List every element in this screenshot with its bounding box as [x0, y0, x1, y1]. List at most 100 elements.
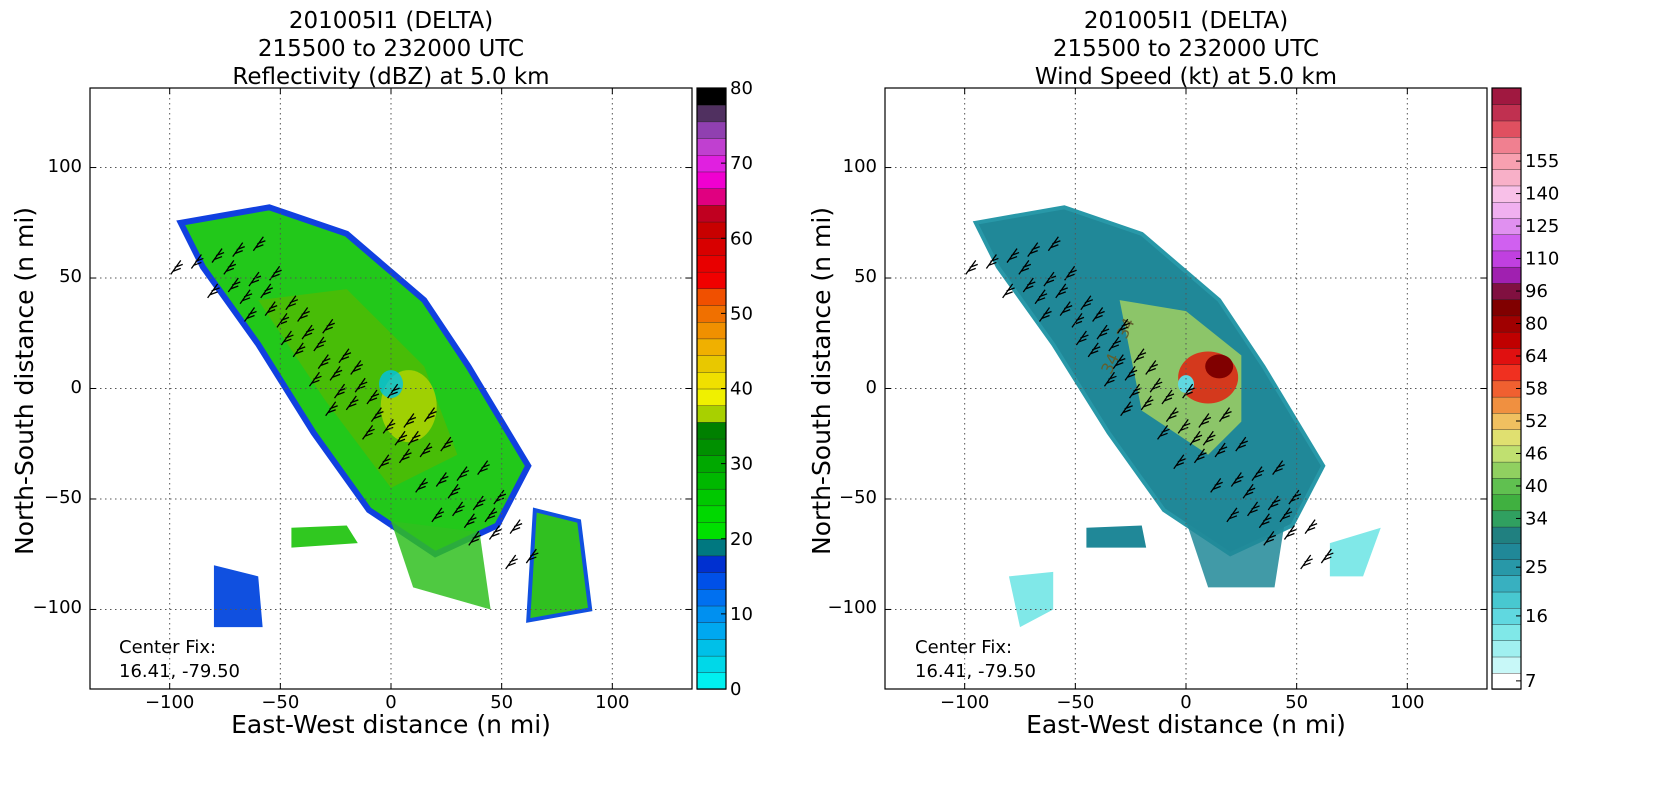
wind-barb	[260, 283, 273, 299]
chart-title: 201005I1 (DELTA) 215500 to 232000 UTC Wi…	[885, 7, 1487, 91]
colorbar: 0 10 20 30 40 50 60 70 80	[696, 78, 753, 700]
colorbar-tick-label: 0	[730, 679, 741, 700]
colorbar-level	[1491, 201, 1522, 219]
colorbar-level	[1491, 526, 1522, 544]
wind-barb	[419, 442, 433, 458]
colorbar-level	[696, 655, 727, 674]
x-tick-label: 100	[1390, 692, 1425, 713]
wind-barb	[509, 519, 523, 534]
wind-barb	[463, 513, 477, 529]
radar-field	[176, 204, 593, 628]
wind-barb	[1165, 407, 1179, 423]
colorbar-level	[1491, 136, 1522, 154]
colorbar-level	[1491, 266, 1522, 284]
wind-barb	[1193, 448, 1207, 464]
colorbar-tick-label: 80	[1525, 314, 1548, 335]
wind-barb	[447, 483, 461, 499]
colorbar-level	[696, 638, 727, 657]
wind-barb	[1251, 466, 1265, 481]
colorbar-tick-label: 52	[1525, 411, 1548, 432]
colorbar-level	[1491, 542, 1522, 560]
wind-barb	[1177, 419, 1191, 434]
colorbar-tick-label: 96	[1525, 281, 1548, 302]
colorbar-level	[696, 521, 727, 540]
wind-barb	[387, 383, 400, 399]
wind-barb	[1108, 336, 1122, 352]
y-tick-label: 0	[70, 376, 82, 398]
colorbar-level	[696, 538, 727, 557]
wind-barb	[1133, 348, 1147, 364]
rain-cell	[291, 525, 358, 548]
wind-barb	[382, 419, 396, 434]
colorbar-level	[1491, 493, 1522, 512]
x-tick-label: 0	[385, 692, 397, 713]
colorbar-level	[696, 254, 727, 273]
wind-barb	[435, 472, 449, 487]
x-tick-label: −50	[1056, 692, 1095, 713]
wind-barb	[1320, 548, 1334, 564]
reflectivity-plot: 0 10 20 30 40 50 60 70 80	[89, 78, 753, 700]
colorbar-tick-label: 10	[730, 604, 753, 625]
wind-barb	[1117, 318, 1130, 334]
wind-barb	[452, 501, 465, 517]
wind-barb	[338, 348, 352, 364]
wind-barb	[170, 259, 183, 275]
y-tick-label: −100	[827, 597, 877, 619]
wind-barb	[1145, 360, 1158, 375]
y-tick-label: 100	[47, 155, 82, 177]
wind-barb	[407, 430, 421, 446]
wind-barb	[366, 389, 380, 405]
plot-frame	[884, 87, 1488, 690]
colorbar-level	[696, 505, 727, 523]
wind-barb	[345, 395, 359, 411]
x-axis-label: East-West distance (n mi)	[1026, 710, 1346, 739]
colorbar-tick-label: 20	[730, 529, 753, 550]
colorbar-level	[1491, 104, 1522, 122]
wind-barb	[1210, 477, 1223, 493]
wind-barb	[1043, 271, 1057, 287]
wind-barb	[370, 407, 384, 423]
wind-barb	[1149, 377, 1163, 393]
colorbar-level	[696, 421, 727, 440]
wind-barb	[280, 330, 294, 346]
wind-barb	[488, 525, 502, 540]
y-tick-label: −100	[32, 597, 82, 619]
wind-barb	[468, 531, 482, 546]
colorbar-level	[1491, 640, 1522, 658]
wind-barb	[1198, 413, 1212, 428]
wind-barb	[1096, 324, 1110, 340]
rain-cell	[213, 565, 263, 628]
x-tick-label: 50	[490, 692, 514, 713]
wind-barb	[232, 242, 245, 258]
colorbar-level	[696, 338, 727, 356]
wind-barb	[285, 295, 299, 311]
colorbar-tick-label: 40	[1525, 476, 1548, 497]
wind-barb	[1189, 430, 1203, 446]
colorbar-tick-label: 60	[730, 228, 753, 249]
colorbar-tick-label: 155	[1525, 151, 1559, 172]
wind-barb	[248, 271, 262, 287]
colorbar-tick-label: 125	[1525, 216, 1559, 237]
colorbar-level	[696, 588, 727, 607]
colorbar-tick-label: 140	[1525, 184, 1559, 205]
wind-barb	[1218, 407, 1232, 423]
colorbar-level	[1491, 169, 1522, 187]
wind-barb	[1182, 383, 1195, 399]
colorbar-level	[696, 271, 727, 290]
wind-barb	[292, 342, 306, 358]
center-fix-label: Center Fix:	[119, 637, 217, 658]
max-wind-core	[1205, 354, 1234, 379]
wind-barb	[472, 495, 486, 511]
y-tick-label: 0	[865, 376, 877, 398]
wind-barb	[1272, 460, 1285, 476]
wind-barb	[1173, 454, 1187, 470]
wind-barb	[398, 448, 412, 464]
wind-barb	[223, 259, 237, 275]
colorbar-level	[696, 388, 727, 406]
y-tick-label: 50	[854, 266, 877, 288]
colorbar-level	[696, 672, 727, 690]
colorbar-level	[1491, 591, 1522, 609]
colorbar-tick-label: 16	[1525, 606, 1548, 627]
wind-barb	[965, 259, 978, 275]
wind-barb	[1267, 495, 1281, 511]
